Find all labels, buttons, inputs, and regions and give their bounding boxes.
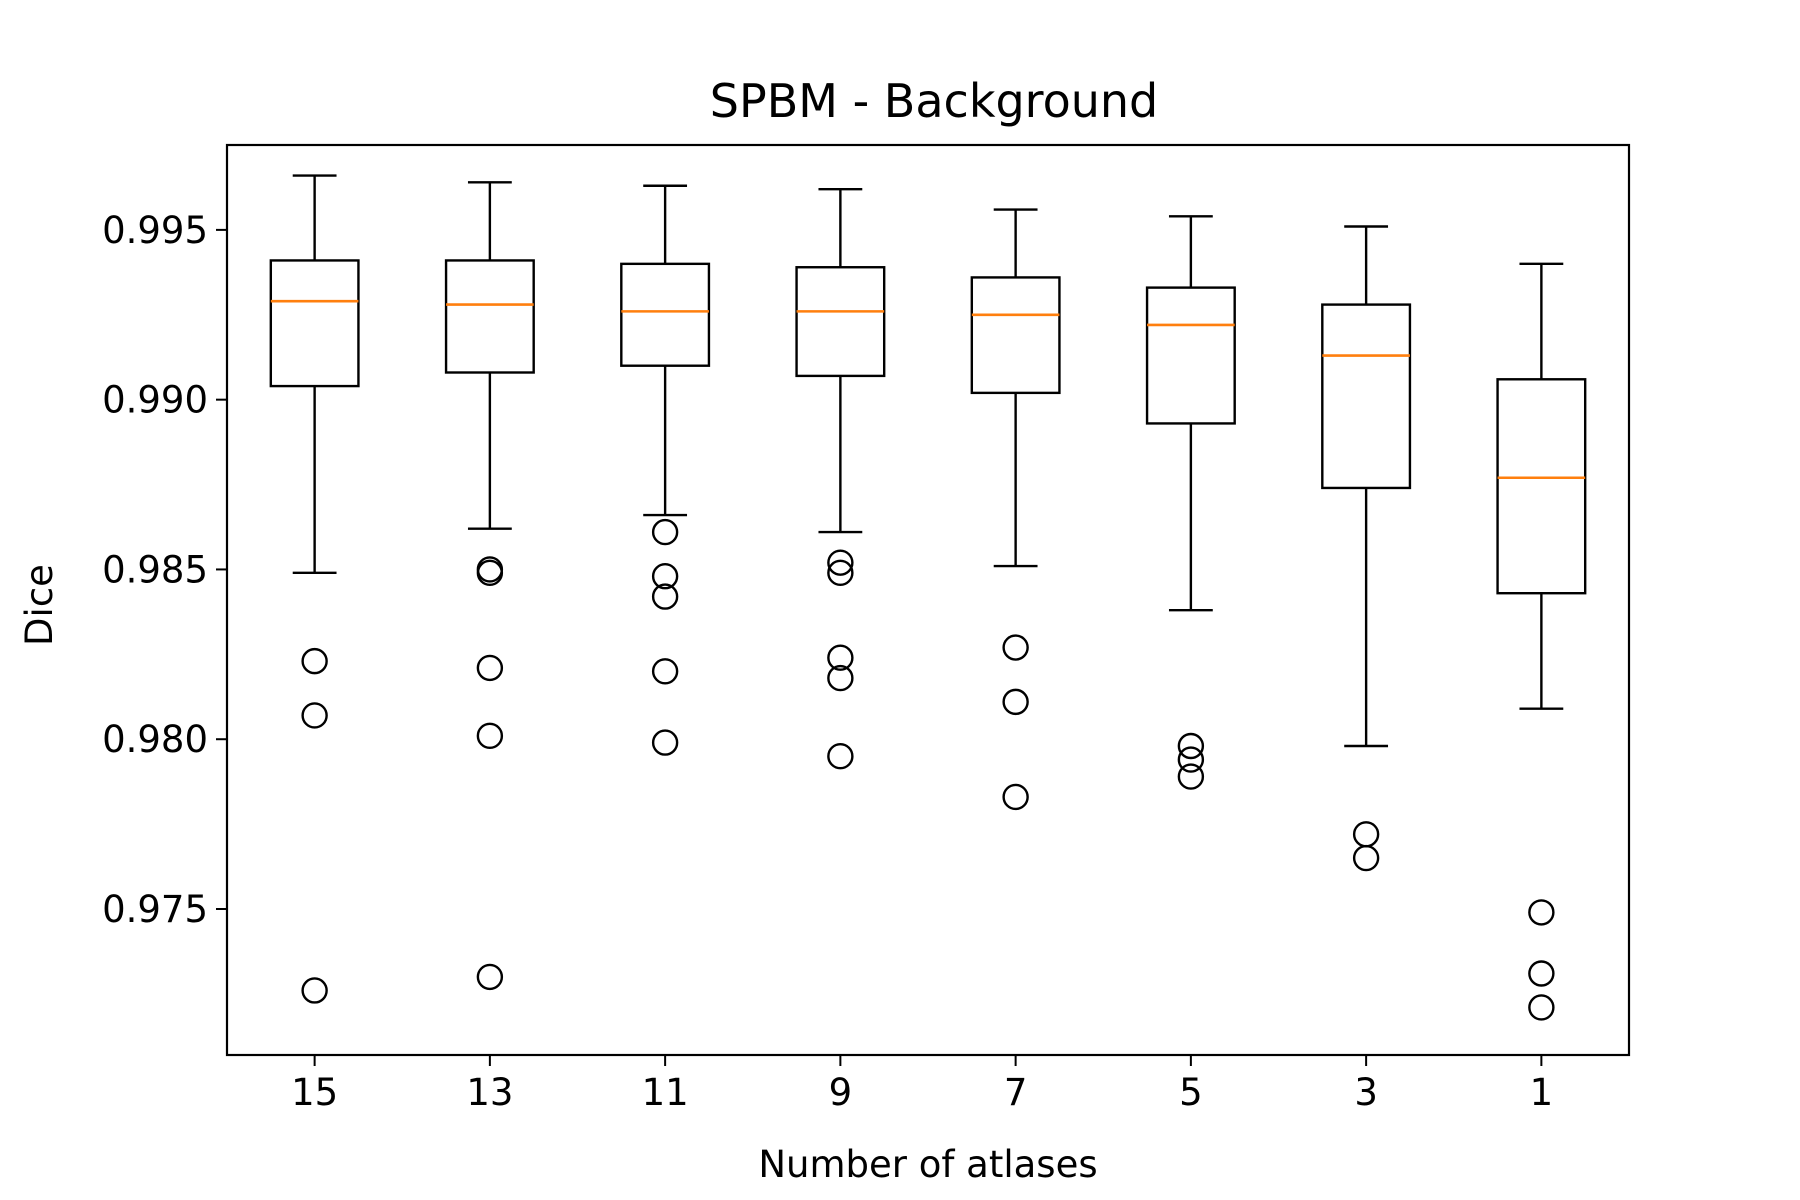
iqr-box — [1321, 303, 1412, 490]
outlier-point — [1528, 899, 1555, 926]
box-group — [970, 208, 1061, 811]
outlier-point — [301, 977, 328, 1004]
x-tick-label: 11 — [642, 1071, 689, 1114]
box-group — [620, 184, 711, 756]
outlier-point — [651, 729, 679, 756]
outlier-point — [827, 549, 854, 576]
outlier-point — [1528, 960, 1555, 987]
outlier-point — [651, 583, 679, 610]
x-tick-label: 7 — [1004, 1071, 1028, 1114]
box-group — [1145, 215, 1236, 790]
outlier-point — [476, 559, 504, 587]
x-axis-label: Number of atlases — [758, 1143, 1097, 1186]
x-tick-label: 13 — [466, 1071, 513, 1114]
y-axis-label: Dice — [18, 564, 61, 646]
box-group — [269, 174, 360, 1004]
x-tick-label: 3 — [1354, 1071, 1378, 1114]
plot-area — [269, 174, 1587, 1021]
iqr-box — [1145, 286, 1236, 425]
y-axis: 0.975 0.980 0.985 0.990 0.995 — [102, 209, 227, 931]
iqr-box — [795, 266, 886, 378]
box-group — [444, 181, 535, 991]
x-tick-label: 1 — [1530, 1071, 1554, 1114]
outlier-point — [651, 518, 679, 546]
outlier-point — [1002, 688, 1029, 716]
outlier-point — [827, 664, 854, 692]
outlier-point — [301, 702, 328, 729]
box-group — [1496, 262, 1587, 1021]
iqr-box — [970, 276, 1061, 395]
outlier-point — [301, 647, 328, 675]
outlier-point — [476, 654, 504, 682]
y-tick-label: 0.995 — [102, 209, 208, 252]
iqr-box — [620, 262, 711, 367]
outlier-point — [476, 722, 504, 750]
outlier-point — [827, 742, 854, 770]
outlier-point — [1528, 994, 1555, 1021]
iqr-box — [269, 259, 360, 388]
outlier-point — [1177, 763, 1205, 790]
y-tick-label: 0.980 — [102, 718, 208, 761]
outlier-point — [651, 563, 679, 590]
outlier-point — [1002, 634, 1029, 661]
outlier-point — [1352, 844, 1380, 872]
x-tick-label: 15 — [291, 1071, 338, 1114]
outlier-point — [827, 559, 854, 587]
y-tick-label: 0.985 — [102, 548, 208, 591]
outlier-point — [1002, 783, 1029, 811]
x-tick-label: 9 — [829, 1071, 853, 1114]
plot-frame — [225, 143, 1631, 1057]
outlier-point — [476, 963, 504, 991]
iqr-box — [444, 259, 535, 374]
outlier-point — [827, 644, 854, 671]
box-group — [795, 187, 886, 770]
chart-title: SPBM - Background — [710, 74, 1158, 128]
x-axis: 15 13 11 9 7 5 3 1 — [291, 1055, 1553, 1114]
outlier-point — [651, 658, 679, 685]
outlier-point — [1177, 732, 1205, 760]
x-tick-label: 5 — [1179, 1071, 1203, 1114]
y-tick-label: 0.975 — [102, 888, 208, 931]
outlier-point — [1177, 746, 1205, 773]
y-tick-label: 0.990 — [102, 379, 208, 422]
iqr-box — [1496, 378, 1587, 595]
box-group — [1321, 225, 1412, 872]
